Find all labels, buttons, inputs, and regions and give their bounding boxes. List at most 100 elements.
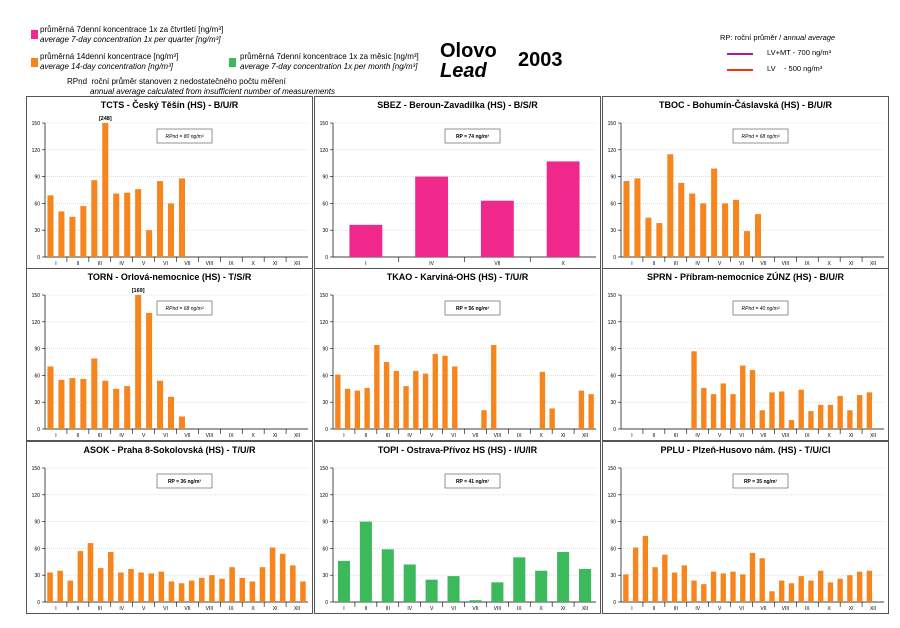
legend-quarter: průměrná 7denní koncentrace 1x za čtvrtl… xyxy=(40,25,223,45)
bar xyxy=(157,181,164,257)
bar xyxy=(720,573,726,602)
x-tick-label: X xyxy=(252,433,256,439)
chart-title: TOPI - Ostrava-Přívoz HS (HS) - I/U/IR xyxy=(378,445,538,455)
chart-panel: TCTS - Český Těšín (HS) - B/U/R 0 30 60 90 12… xyxy=(26,96,313,269)
x-tick-label: II xyxy=(364,433,367,439)
x-tick-label: I xyxy=(55,261,56,267)
bar xyxy=(102,123,109,257)
bar xyxy=(128,568,134,602)
x-tick-label: VI xyxy=(739,433,744,439)
annotation-box xyxy=(156,300,213,316)
bar xyxy=(656,223,663,257)
bar xyxy=(701,387,707,429)
chart-svg: PPLU - Plzeň-Husovo nám. (HS) - T/U/CI 0 3… xyxy=(608,445,884,612)
chart-svg: TORN - Orlová-nemocnice (HS) - T/S/R 0 30 6… xyxy=(32,272,308,439)
bar xyxy=(158,571,165,602)
x-tick-label: IX xyxy=(229,261,234,267)
bar xyxy=(269,547,276,602)
bar xyxy=(691,580,697,602)
title-year: 2003 xyxy=(518,49,563,71)
y-tick-label: 0 xyxy=(37,427,40,433)
bar xyxy=(480,200,514,257)
y-tick-label: 60 xyxy=(610,201,616,207)
y-tick-label: 90 xyxy=(610,347,616,353)
x-tick-label: I xyxy=(631,261,632,267)
legend-quarter-en: average 7-day concentration 1x per quart… xyxy=(40,35,221,44)
bar xyxy=(866,570,873,602)
bar xyxy=(374,345,380,429)
rp-title-cz: RP: roční průměr / xyxy=(720,33,782,42)
bar xyxy=(138,572,144,602)
bar xyxy=(168,581,175,602)
bar xyxy=(335,374,341,429)
y-tick-label: 120 xyxy=(608,320,617,326)
bar xyxy=(759,410,765,429)
x-tick-label: III xyxy=(98,261,102,267)
annotation-box xyxy=(732,300,789,316)
x-tick-label: IV xyxy=(695,261,700,267)
x-tick-label: XI xyxy=(849,261,854,267)
x-tick-label: III xyxy=(98,606,102,612)
x-tick-label: XI xyxy=(849,433,854,439)
y-tick-label: 60 xyxy=(610,546,616,552)
x-tick-label: IV xyxy=(119,433,124,439)
x-tick-label: VIII xyxy=(782,606,790,612)
x-tick-label: VII xyxy=(184,606,190,612)
x-tick-label: I xyxy=(365,261,366,267)
bar xyxy=(681,565,687,602)
y-tick-label: 120 xyxy=(320,493,329,499)
x-tick-label: VIII xyxy=(206,606,214,612)
bar xyxy=(135,295,142,429)
bar xyxy=(798,389,804,429)
bar xyxy=(749,370,756,429)
bar xyxy=(425,579,438,602)
y-tick-label: 30 xyxy=(610,228,616,234)
x-tick-label: I xyxy=(343,433,344,439)
bar xyxy=(168,203,175,257)
bar xyxy=(549,408,555,429)
bar xyxy=(349,224,383,257)
bar xyxy=(47,572,53,602)
bar xyxy=(779,580,785,602)
chart-panel: TOPI - Ostrava-Přívoz HS (HS) - I/U/IR 0 3… xyxy=(314,441,601,614)
lv-mt-label: LV+MT - 700 ng/m³ xyxy=(767,48,832,57)
bar xyxy=(178,178,185,257)
legend-rpnd-label: RPnd xyxy=(67,77,88,86)
chart-svg: TOPI - Ostrava-Přívoz HS (HS) - I/U/IR 0 3… xyxy=(320,445,596,612)
y-tick-label: 60 xyxy=(34,546,40,552)
legend-monthly-cz: průměrná 7denní koncentrace 1x za měsíc … xyxy=(240,52,419,61)
bar xyxy=(469,600,482,602)
chart-title: TORN - Orlová-nemocnice (HS) - T/S/R xyxy=(88,272,252,282)
legend-biweekly: průměrná 14denní koncentrace [ng/m³] ave… xyxy=(40,52,178,72)
x-tick-label: VII xyxy=(760,261,766,267)
bar xyxy=(359,521,372,602)
bar xyxy=(381,549,394,602)
chart-panel: TBOC - Bohumín-Čáslavská (HS) - B/U/R 0 30… xyxy=(602,96,889,269)
y-tick-label: 0 xyxy=(613,255,616,261)
x-tick-label: VI xyxy=(451,433,456,439)
x-tick-label: VI xyxy=(163,433,168,439)
chart-svg: TBOC - Bohumín-Čáslavská (HS) - B/U/R 0 30… xyxy=(608,99,884,267)
annotation-box xyxy=(732,473,789,489)
chart-title: SPRN - Příbram-nemocnice ZÚNZ (HS) - B/U… xyxy=(647,271,845,282)
bar xyxy=(199,577,205,602)
x-tick-label: XII xyxy=(582,433,588,439)
bar xyxy=(178,583,185,602)
x-tick-label: VII xyxy=(184,261,190,267)
x-tick-label: V xyxy=(142,261,146,267)
bar xyxy=(700,203,707,257)
x-tick-label: III xyxy=(386,606,390,612)
bar xyxy=(632,547,639,602)
bar xyxy=(118,572,124,602)
y-tick-label: 60 xyxy=(34,373,40,379)
chart-svg: TCTS - Český Těšín (HS) - B/U/R 0 30 60 90 12… xyxy=(32,99,308,267)
x-tick-label: X xyxy=(252,606,256,612)
bar xyxy=(300,581,306,602)
bar xyxy=(710,394,717,429)
chart-title: PPLU - Plzeň-Husovo nám. (HS) - T/U/CI xyxy=(660,445,830,455)
bar xyxy=(847,575,853,602)
x-tick-label: IX xyxy=(229,606,234,612)
x-tick-label: X xyxy=(828,433,832,439)
annotation-text: RPnd = 68 ng/m³ xyxy=(742,134,780,140)
bar xyxy=(557,551,570,602)
